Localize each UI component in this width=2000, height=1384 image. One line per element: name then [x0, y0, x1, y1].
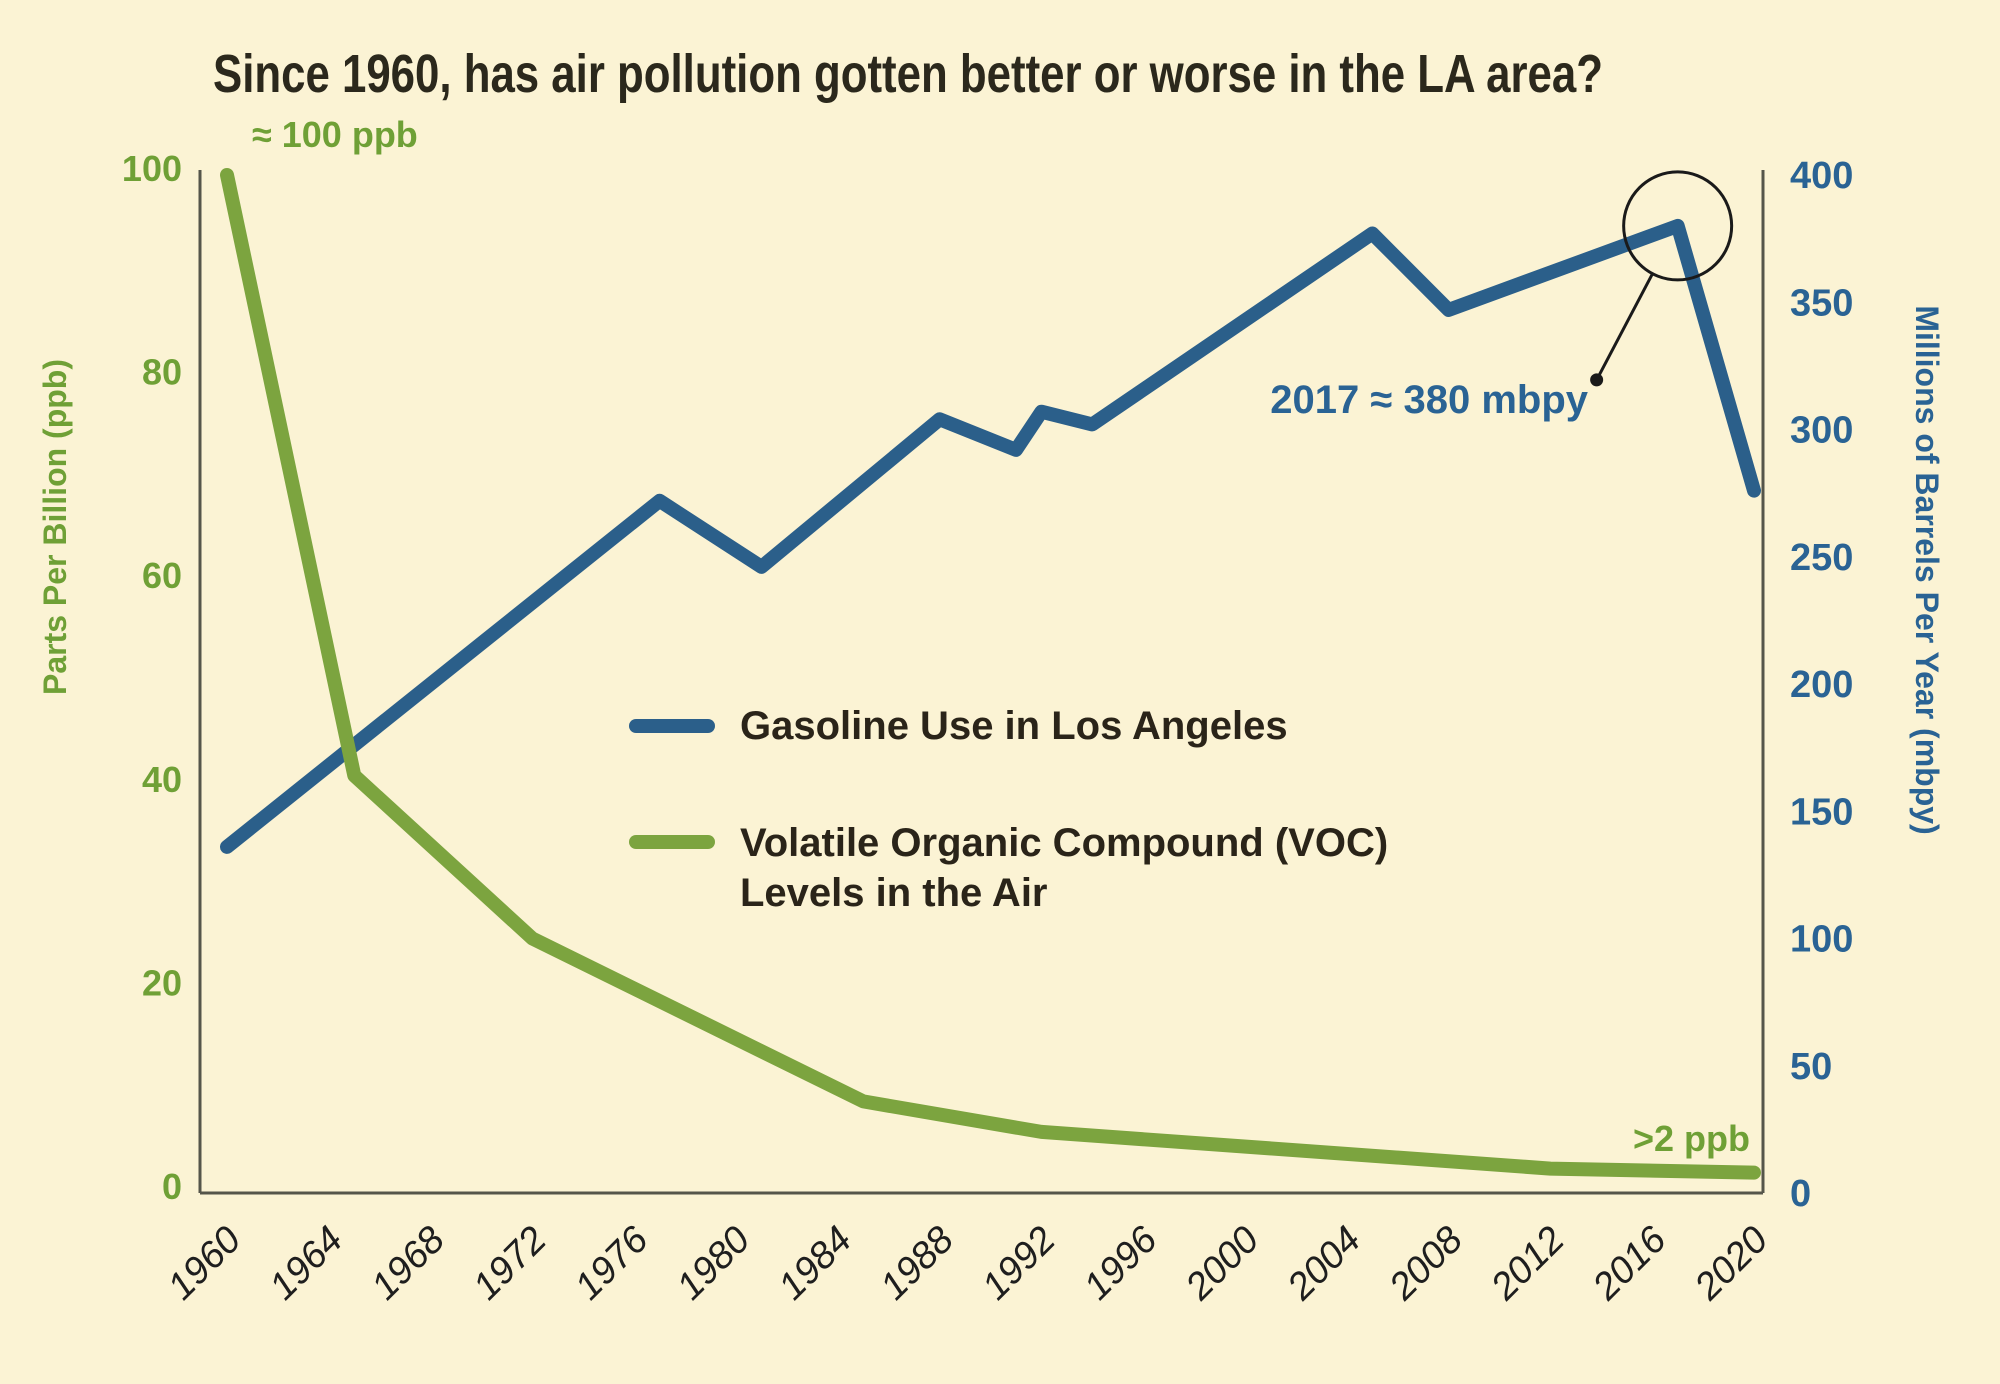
x-tick-label: 1976 [567, 1218, 657, 1308]
left-tick-label: 0 [162, 1166, 182, 1207]
x-tick-label: 1980 [669, 1219, 758, 1308]
right-tick-label: 100 [1790, 919, 1853, 961]
peak-callout [1590, 170, 1734, 387]
gasoline-line [220, 218, 1761, 854]
right-tick-label: 150 [1790, 791, 1853, 833]
x-tick-label: 1996 [1076, 1218, 1166, 1308]
right-tick-label: 250 [1790, 537, 1853, 579]
peak-callout-dot-icon [1590, 373, 1604, 387]
right-tick-label: 350 [1790, 282, 1853, 324]
legend-label-gasoline: Gasoline Use in Los Angeles [740, 704, 1288, 748]
x-tick-label: 1968 [363, 1219, 452, 1308]
x-tick-label: 1960 [160, 1219, 249, 1308]
annotation-voc-start: ≈ 100 ppb [252, 114, 418, 155]
right-tick-label: 200 [1790, 664, 1853, 706]
right-axis-title: Millions of Barrels Per Year (mbpy) [1909, 305, 1945, 834]
data-series [220, 168, 1761, 1180]
left-tick-label: 80 [142, 352, 182, 393]
left-axis-title: Parts Per Billion (ppb) [37, 359, 73, 695]
legend-label-voc-line1: Volatile Organic Compound (VOC) [740, 821, 1388, 865]
legend-label-voc-line2: Levels in the Air [740, 871, 1048, 915]
x-tick-label: 2000 [1177, 1219, 1267, 1309]
axes [198, 170, 1765, 1195]
peak-highlight-circle-icon [1622, 170, 1734, 282]
left-tick-label: 100 [122, 148, 182, 189]
peak-callout-line [1595, 272, 1654, 381]
x-tick-label: 1972 [465, 1219, 554, 1308]
right-tick-label: 50 [1790, 1046, 1832, 1088]
chart-title: Since 1960, has air pollution gotten bet… [213, 44, 1603, 104]
right-tick-label: 400 [1790, 155, 1853, 197]
x-tick-label: 2004 [1279, 1219, 1369, 1309]
x-tick-label: 1964 [262, 1219, 351, 1308]
annotation-voc-end: >2 ppb [1633, 1118, 1750, 1159]
x-tick-label: 2016 [1584, 1218, 1675, 1309]
legend: Gasoline Use in Los Angeles Volatile Org… [629, 704, 1388, 915]
voc-line [220, 168, 1761, 1180]
x-tick-label: 2020 [1686, 1219, 1776, 1309]
x-tick-label: 1988 [872, 1219, 961, 1308]
right-tick-label: 300 [1790, 410, 1853, 452]
x-tick-label: 1992 [974, 1219, 1063, 1308]
x-tick-label: 2008 [1381, 1219, 1471, 1309]
left-tick-label: 20 [142, 962, 182, 1003]
right-tick-label: 0 [1790, 1173, 1811, 1215]
x-tick-label: 2012 [1483, 1219, 1573, 1309]
x-tick-label: 1984 [771, 1219, 860, 1308]
annotation-gasoline-peak: 2017 ≈ 380 mbpy [1270, 378, 1588, 422]
left-tick-label: 60 [142, 555, 182, 596]
left-tick-label: 40 [142, 759, 182, 800]
